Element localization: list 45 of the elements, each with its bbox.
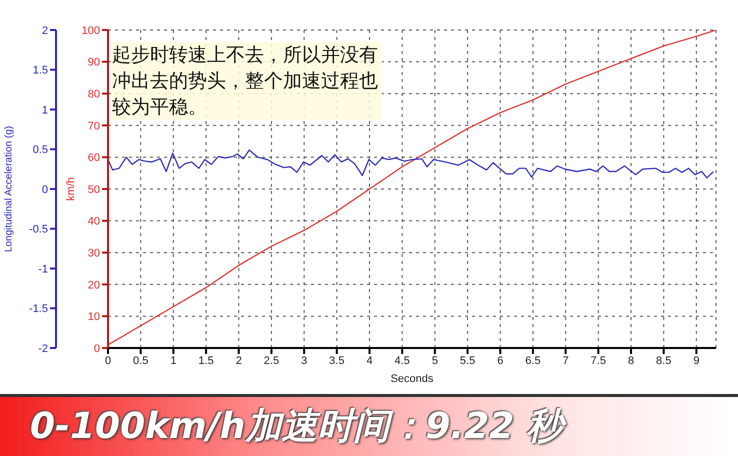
x-tick-label: 4.5 [394, 354, 410, 367]
x-tick-label: 2.5 [264, 354, 280, 367]
x-tick-label: 1.5 [198, 354, 214, 367]
y-tick-label: 60 [88, 152, 100, 164]
x-tick-label: 5.5 [460, 354, 476, 367]
y2-tick-label: 1 [42, 104, 48, 116]
y2-tick-label: -0.5 [29, 224, 48, 236]
annotation: 起步时转速上不去，所以并没有冲出去的势头，整个加速过程也较为平稳。 [112, 42, 382, 120]
y-tick-label: 40 [88, 216, 100, 228]
y-tick-label: 50 [88, 184, 100, 196]
x-tick-label: 3.5 [329, 354, 344, 367]
x-tick-label: 6.5 [525, 354, 541, 367]
x-tick-label: 8 [628, 354, 634, 367]
y-tick-label: 80 [88, 88, 100, 101]
y-tick-label: 10 [88, 311, 100, 324]
x-tick-label: 0.5 [133, 354, 148, 367]
x-tick-label: 8.5 [656, 354, 672, 367]
x-tick-label: 0 [104, 354, 112, 367]
y2-tick-label: 0 [42, 184, 48, 196]
y-tick-label: 0 [94, 342, 100, 355]
x-tick-label: 5 [432, 354, 438, 367]
y-tick-label: 70 [88, 120, 100, 132]
x-tick-label: 2 [236, 354, 242, 367]
x-tick-label: 9 [693, 354, 700, 367]
y-tick-label: 90 [88, 56, 100, 69]
y-tick-label: 30 [88, 248, 100, 260]
x-tick-label: 4 [366, 354, 373, 367]
y2-axis-title: Longitudinal Acceleration (g) [4, 126, 15, 252]
y-axis-title: km/h [64, 177, 77, 201]
x-tick-label: 6 [497, 354, 504, 367]
y2-tick-label: 1.5 [32, 64, 48, 77]
x-tick-label: 7.5 [590, 354, 606, 367]
line-series [108, 30, 716, 346]
y2-tick-label: -1.5 [29, 303, 48, 316]
x-axis-title: Seconds [390, 373, 434, 385]
y2-tick-label: -1 [38, 263, 48, 276]
y2-tick-label: -2 [38, 342, 48, 355]
x-tick-label: 1 [170, 354, 176, 367]
x-tick-label: 3 [301, 354, 308, 367]
y-tick-label: 20 [88, 279, 100, 292]
x-tick-label: 7 [562, 354, 569, 367]
y2-tick-label: 2 [42, 24, 48, 37]
y-tick-label: 100 [82, 24, 100, 37]
y2-tick-label: 0.5 [32, 144, 48, 156]
line-series [108, 149, 714, 178]
